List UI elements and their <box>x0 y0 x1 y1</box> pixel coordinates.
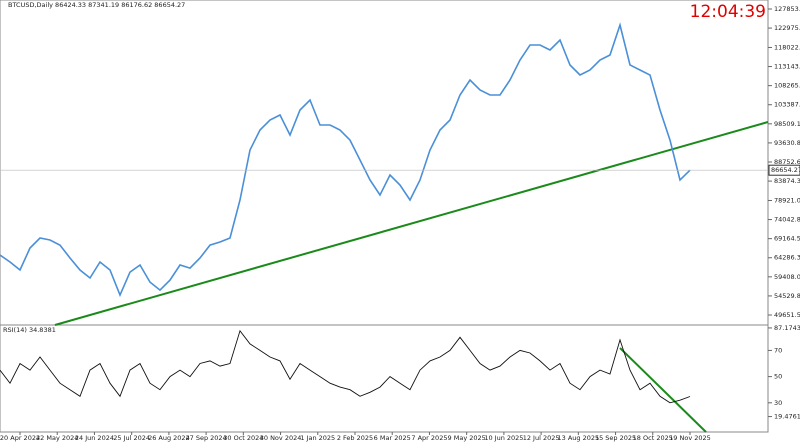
y-tick-label: 87.1743 <box>774 324 800 332</box>
y-tick-label: 19.4761 <box>774 413 800 421</box>
x-tick-label: 2 Feb 2025 <box>337 434 373 442</box>
x-tick-label: 24 Jun 2024 <box>75 434 114 442</box>
y-tick-label: 93630.85 <box>774 139 800 147</box>
x-tick-label: 22 May 2024 <box>36 434 78 442</box>
y-tick-label: 59408.05 <box>774 273 800 281</box>
y-tick-label: 103387.35 <box>774 101 800 109</box>
y-tick-label: 70 <box>774 346 782 354</box>
x-tick-label: 7 Apr 2025 <box>411 434 447 442</box>
x-tick-label: 6 Mar 2025 <box>374 434 411 442</box>
y-tick-label: 127853.65 <box>774 5 800 13</box>
y-tick-label: 78921.05 <box>774 196 800 204</box>
clock: 12:04:39 <box>690 2 766 22</box>
y-tick-label: 64286.30 <box>774 254 800 262</box>
y-tick-label: 88752.60 <box>774 158 800 166</box>
y-tick-label: 98509.10 <box>774 120 800 128</box>
current-price-label: 86654.27 <box>771 166 800 174</box>
rsi-trendline <box>619 347 707 433</box>
y-tick-label: 118022.80 <box>774 43 800 51</box>
x-tick-label: 9 May 2025 <box>448 434 486 442</box>
x-tick-label: 1 Jan 2025 <box>300 434 335 442</box>
y-tick-label: 50 <box>774 373 782 381</box>
y-tick-label: 74042.80 <box>774 216 800 224</box>
x-tick-label: 10 Jun 2025 <box>484 434 523 442</box>
y-tick-label: 122975.40 <box>774 24 800 32</box>
y-tick-label: 108265.60 <box>774 82 800 90</box>
x-tick-label: 15 Sep 2025 <box>595 434 636 442</box>
x-tick-label: 18 Oct 2025 <box>633 434 673 442</box>
plot-frame <box>0 0 769 433</box>
x-tick-label: 12 Jul 2025 <box>523 434 560 442</box>
current-price-box <box>768 164 800 176</box>
x-tick-label: 20 Apr 2024 <box>0 434 40 442</box>
x-tick-label: 25 Jul 2024 <box>113 434 150 442</box>
x-tick-label: 13 Aug 2025 <box>558 434 600 442</box>
series-line <box>0 22 691 298</box>
y-tick-label: 54529.80 <box>774 292 800 300</box>
rsi-title: RSI(14) 34.8381 <box>3 326 56 334</box>
price-trendline <box>54 121 769 326</box>
y-tick-label: 113143.69 <box>774 63 800 71</box>
x-tick-label: 19 Nov 2025 <box>669 434 711 442</box>
y-tick-label: 69164.55 <box>774 235 800 243</box>
x-tick-label: 30 Oct 2024 <box>223 434 263 442</box>
y-tick-label: 49651.55 <box>774 311 800 319</box>
series-line <box>0 329 691 404</box>
x-tick-label: 26 Aug 2024 <box>148 434 190 442</box>
chart-title: BTCUSD,Daily 86424.33 87341.19 86176.62 … <box>8 1 185 9</box>
y-tick-label: 30 <box>774 399 782 407</box>
y-tick-label: 83874.35 <box>774 177 800 185</box>
x-tick-label: 27 Sep 2024 <box>186 434 227 442</box>
x-tick-label: 30 Nov 2024 <box>260 434 302 442</box>
